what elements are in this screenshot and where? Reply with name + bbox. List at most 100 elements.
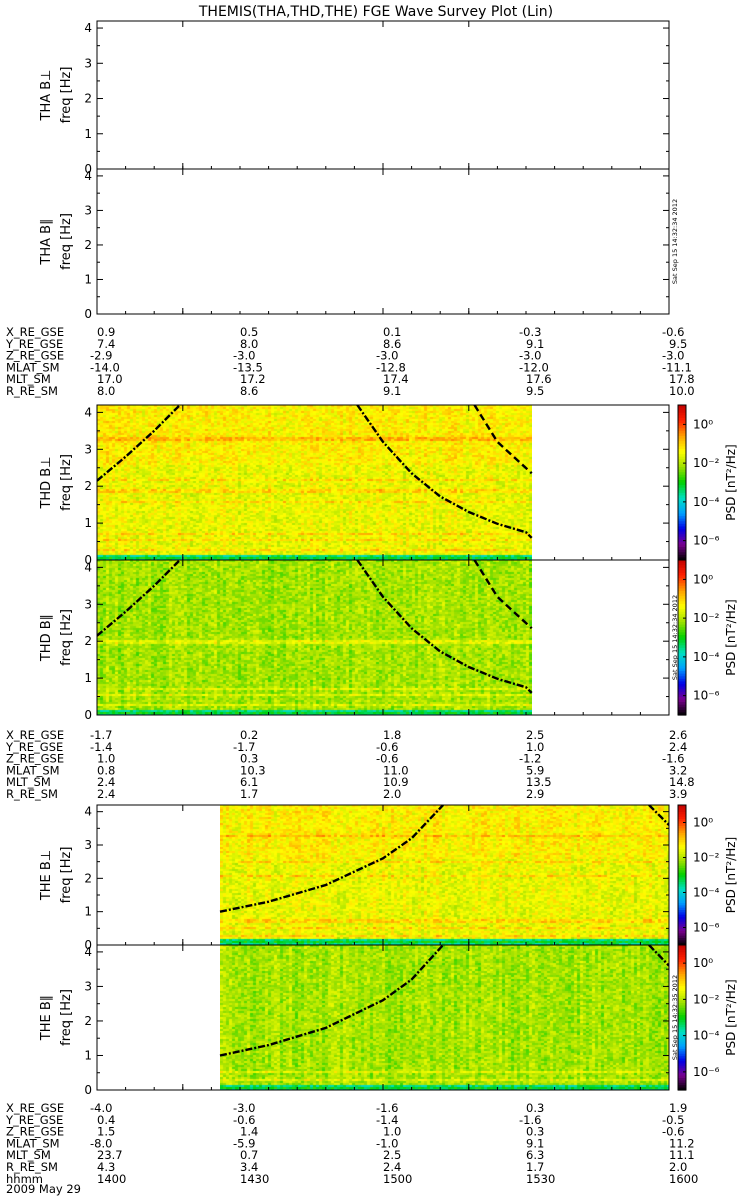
- spectrogram-image: [220, 805, 669, 945]
- y-tick-label: 2: [84, 479, 92, 493]
- ephemeris-row-label: MLT_SM: [6, 1148, 51, 1162]
- ephemeris-value: 2.4: [97, 787, 115, 801]
- ephemeris-value: 8.0: [240, 337, 258, 351]
- ephemeris-value: -1.6: [662, 752, 684, 766]
- overlay-curve-2: [648, 945, 669, 967]
- y-tick-label: 1: [84, 127, 92, 141]
- ephemeris-value: -0.5: [662, 1113, 684, 1127]
- ephemeris-value: 14.8: [669, 775, 695, 789]
- ephemeris-row-label: Y_RE_GSE: [5, 740, 63, 754]
- ephemeris-row-label: Z_RE_GSE: [6, 1125, 64, 1139]
- ephemeris-value: 1.7: [240, 787, 258, 801]
- ephemeris-value: 8.6: [383, 337, 401, 351]
- overlay-curve-3: [473, 560, 533, 630]
- ephemeris-value: 6.1: [240, 775, 258, 789]
- ephemeris-value: 11.1: [669, 1148, 695, 1162]
- colorbar-tick-label: 10⁰: [693, 417, 713, 431]
- ephemeris-tables: X_RE_GSE 0.9 0.5 0.1 -0.3 -0.6 Y_RE_GSE 7.4 8.0 8…: [5, 325, 698, 1186]
- colorbar-tick-label: 10⁻⁶: [693, 921, 720, 935]
- ephemeris-value: 2.0: [383, 787, 401, 801]
- ephemeris-value: 1400: [97, 1172, 126, 1186]
- overlay-curve-1: [97, 405, 181, 482]
- panel-thd-bpar: 0 1 2 3 4 THD B∥ freq [Hz] 10⁰ 10⁻² 10⁻⁴ 10⁻⁶ PSD […: [39, 559, 738, 722]
- ephemeris-value: -1.2: [519, 752, 541, 766]
- panel-label: THA B⊥: [39, 70, 54, 122]
- y-tick-label: 3: [84, 979, 92, 993]
- ephemeris-value: 2.4: [383, 1160, 401, 1174]
- ephemeris-row-label: R_RE_SM: [6, 384, 58, 398]
- ephemeris-value: 1.0: [97, 752, 115, 766]
- ephemeris-value: -0.6: [376, 752, 398, 766]
- ephemeris-value: 3.2: [669, 763, 687, 777]
- ephemeris-row-label: R_RE_SM: [6, 1160, 58, 1174]
- ephemeris-value: -1.6: [519, 1113, 541, 1127]
- ephemeris-value: -8.0: [90, 1136, 112, 1150]
- ephemeris-tha: X_RE_GSE 0.9 0.5 0.1 -0.3 -0.6 Y_RE_GSE 7.4 8.0 8…: [5, 325, 695, 398]
- ephemeris-value: 0.3: [526, 1101, 544, 1115]
- ephemeris-value: -12.0: [519, 360, 549, 374]
- y-tick-label: 4: [84, 560, 92, 574]
- spectrogram-image: [220, 945, 669, 1090]
- ephemeris-value: 2.4: [669, 740, 687, 754]
- ephemeris-value: 1530: [526, 1172, 555, 1186]
- colorbar-label: PSD [nT²/Hz]: [724, 837, 738, 913]
- y-axis-label: freq [Hz]: [59, 454, 74, 511]
- y-tick-label: 4: [84, 169, 92, 183]
- ephemeris-value: 17.4: [383, 372, 409, 386]
- ephemeris-thd: X_RE_GSE -1.7 0.2 1.8 2.5 2.6Y_RE_GSE -1.4 -1.7…: [5, 728, 695, 801]
- ephemeris-value: 9.1: [526, 1136, 544, 1150]
- ephemeris-value: -12.8: [376, 360, 406, 374]
- ephemeris-value: 23.7: [97, 1148, 123, 1162]
- ephemeris-value: 2.5: [526, 728, 544, 742]
- ephemeris-value: -4.0: [90, 1101, 112, 1115]
- spectrogram-panels: 0 1 2 3 4 THA B⊥ freq [Hz] 0 1 2 3 4 THA B∥ freq [Hz]…: [39, 20, 738, 1097]
- ephemeris-value: 0.1: [383, 325, 401, 339]
- ephemeris-value: -1.7: [233, 740, 255, 754]
- ephemeris-the: X_RE_GSE -4.0 -3.0 -1.6 0.3 1.9Y_RE_GSE 0.4 -0.…: [5, 1101, 698, 1186]
- ephemeris-value: -1.4: [90, 740, 112, 754]
- ephemeris-value: 0.4: [97, 1113, 115, 1127]
- y-tick-label: 3: [84, 442, 92, 456]
- colorbar: 10⁰ 10⁻² 10⁻⁴ 10⁻⁶ PSD [nT²/Hz]: [677, 804, 738, 946]
- ephemeris-value: 0.5: [240, 325, 258, 339]
- ephemeris-row-label: MLT_SM: [6, 775, 51, 789]
- y-axis-label: freq [Hz]: [59, 609, 74, 666]
- ephemeris-value: 10.9: [383, 775, 409, 789]
- y-tick-label: 1: [84, 1048, 92, 1062]
- ephemeris-row-label: Y_RE_GSE: [5, 337, 63, 351]
- ephemeris-value: 7.4: [97, 337, 115, 351]
- ephemeris-value: 0.3: [526, 1125, 544, 1139]
- y-tick-label: 4: [84, 805, 92, 819]
- ephemeris-value: 8.0: [97, 384, 115, 398]
- y-tick-label: 2: [84, 871, 92, 885]
- y-tick-label: 2: [84, 1014, 92, 1028]
- colorbar-tick-label: 10⁻⁴: [693, 650, 720, 664]
- overlay-curve-1: [219, 945, 444, 1057]
- ephemeris-value: -1.6: [376, 1101, 398, 1115]
- panel-label: THD B∥: [39, 614, 54, 662]
- ephemeris-value: 10.0: [669, 384, 695, 398]
- y-tick-label: 0: [84, 162, 92, 176]
- ephemeris-value: 1500: [383, 1172, 412, 1186]
- panel-tha-bpar: 0 1 2 3 4 THA B∥ freq [Hz]: [39, 168, 670, 321]
- y-tick-label: 0: [84, 1083, 92, 1097]
- y-tick-label: 0: [84, 553, 92, 567]
- ephemeris-row-label: X_RE_GSE: [6, 728, 64, 742]
- y-tick-label: 1: [84, 272, 92, 286]
- colorbar-tick-label: 10⁰: [693, 816, 713, 830]
- y-tick-label: 3: [84, 597, 92, 611]
- ephemeris-value: 1.4: [240, 1125, 258, 1139]
- ephemeris-row-label: Z_RE_GSE: [6, 752, 64, 766]
- ephemeris-row-label: MLAT_SM: [6, 763, 60, 777]
- y-tick-label: 4: [84, 21, 92, 35]
- colorbar-label: PSD [nT²/Hz]: [724, 444, 738, 520]
- ephemeris-value: -0.6: [662, 1125, 684, 1139]
- ephemeris-value: 17.8: [669, 372, 695, 386]
- ephemeris-value: -3.0: [376, 349, 398, 363]
- ephemeris-row-label: Z_RE_GSE: [6, 349, 64, 363]
- ephemeris-row-label: R_RE_SM: [6, 787, 58, 801]
- ephemeris-value: 17.6: [526, 372, 552, 386]
- ephemeris-value: 1.7: [526, 1160, 544, 1174]
- ephemeris-value: 9.5: [526, 384, 544, 398]
